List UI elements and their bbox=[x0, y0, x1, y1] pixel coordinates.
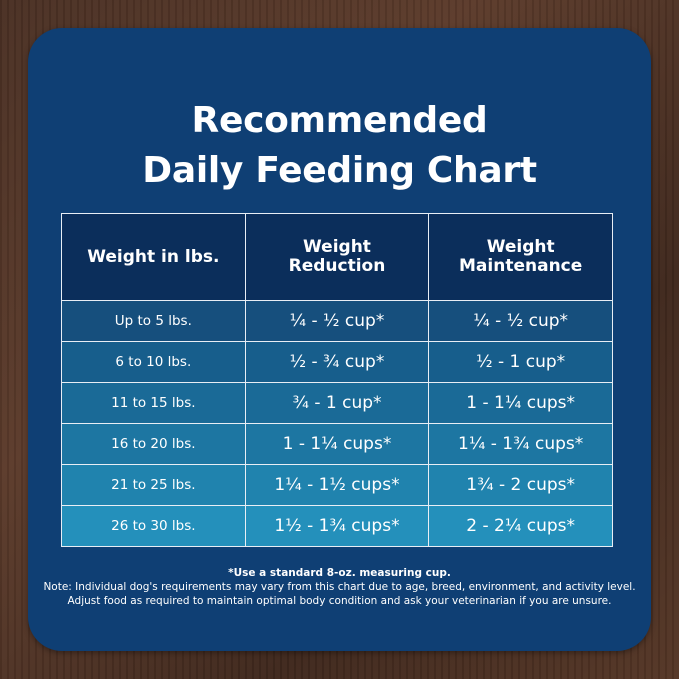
cell-reduction: 1¼ - 1½ cups* bbox=[244, 464, 430, 506]
cell-maintenance: 1¾ - 2 cups* bbox=[428, 464, 613, 506]
cell-weight: 11 to 15 lbs. bbox=[61, 382, 246, 424]
measuring-cup-note: *Use a standard 8-oz. measuring cup. bbox=[228, 567, 451, 579]
cell-maintenance: 2 - 2¼ cups* bbox=[428, 505, 613, 547]
header-weight-reduction: Weight Reduction bbox=[244, 213, 430, 301]
cell-weight: 21 to 25 lbs. bbox=[61, 464, 246, 506]
table-row: 6 to 10 lbs. ½ - ¾ cup* ½ - 1 cup* bbox=[61, 341, 613, 383]
cell-reduction: ¼ - ½ cup* bbox=[244, 300, 430, 342]
title-line-1: Recommended bbox=[191, 100, 488, 141]
cell-reduction: ½ - ¾ cup* bbox=[244, 341, 430, 383]
cell-weight: 16 to 20 lbs. bbox=[61, 423, 246, 465]
header-weight: Weight in lbs. bbox=[61, 213, 246, 301]
page-title: Recommended Daily Feeding Chart bbox=[28, 96, 651, 196]
header-row: Weight in lbs. Weight Reduction Weight M… bbox=[61, 213, 613, 301]
table-row: 11 to 15 lbs. ¾ - 1 cup* 1 - 1¼ cups* bbox=[61, 382, 613, 424]
feeding-table: Weight in lbs. Weight Reduction Weight M… bbox=[61, 213, 613, 547]
cell-weight: 6 to 10 lbs. bbox=[61, 341, 246, 383]
cell-reduction: 1½ - 1¾ cups* bbox=[244, 505, 430, 547]
footnotes: *Use a standard 8-oz. measuring cup. Not… bbox=[0, 566, 679, 608]
cell-weight: Up to 5 lbs. bbox=[61, 300, 246, 342]
note-line-2: Adjust food as required to maintain opti… bbox=[67, 595, 612, 607]
header-weight-maintenance: Weight Maintenance bbox=[428, 213, 613, 301]
table-row: 16 to 20 lbs. 1 - 1¼ cups* 1¼ - 1¾ cups* bbox=[61, 423, 613, 465]
cell-reduction: ¾ - 1 cup* bbox=[244, 382, 430, 424]
cell-reduction: 1 - 1¼ cups* bbox=[244, 423, 430, 465]
cell-maintenance: 1 - 1¼ cups* bbox=[428, 382, 613, 424]
title-line-2: Daily Feeding Chart bbox=[142, 150, 537, 191]
table-row: 21 to 25 lbs. 1¼ - 1½ cups* 1¾ - 2 cups* bbox=[61, 464, 613, 506]
note-line-1: Note: Individual dog's requirements may … bbox=[43, 581, 636, 593]
cell-maintenance: 1¼ - 1¾ cups* bbox=[428, 423, 613, 465]
cell-maintenance: ½ - 1 cup* bbox=[428, 341, 613, 383]
cell-maintenance: ¼ - ½ cup* bbox=[428, 300, 613, 342]
cell-weight: 26 to 30 lbs. bbox=[61, 505, 246, 547]
table-row: 26 to 30 lbs. 1½ - 1¾ cups* 2 - 2¼ cups* bbox=[61, 505, 613, 547]
table-row: Up to 5 lbs. ¼ - ½ cup* ¼ - ½ cup* bbox=[61, 300, 613, 342]
